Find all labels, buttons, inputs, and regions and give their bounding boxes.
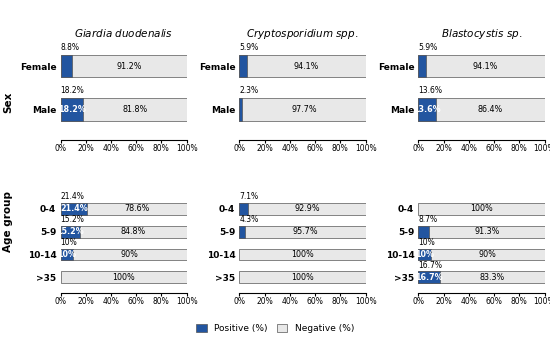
Bar xyxy=(60,203,87,215)
Bar xyxy=(239,271,366,283)
Bar xyxy=(239,226,245,238)
Text: 91.2%: 91.2% xyxy=(116,62,142,71)
Bar xyxy=(60,226,80,238)
Text: Sex: Sex xyxy=(3,92,13,113)
Text: 90%: 90% xyxy=(479,250,497,259)
Bar xyxy=(60,249,73,261)
Text: 86.4%: 86.4% xyxy=(477,105,503,114)
Text: 90%: 90% xyxy=(121,250,139,259)
Bar xyxy=(419,98,436,121)
Bar xyxy=(419,55,544,77)
Bar xyxy=(60,226,186,238)
Text: 7.1%: 7.1% xyxy=(239,192,258,202)
Text: 10%: 10% xyxy=(57,250,76,259)
Text: 21.4%: 21.4% xyxy=(60,204,88,213)
Title: $\it{Giardia}$ $\it{duodenalis}$: $\it{Giardia}$ $\it{duodenalis}$ xyxy=(74,27,173,40)
Text: 94.1%: 94.1% xyxy=(294,62,319,71)
Text: 13.6%: 13.6% xyxy=(413,105,441,114)
Bar xyxy=(239,226,366,238)
Bar xyxy=(60,249,186,261)
Bar xyxy=(60,98,186,121)
Text: 15.2%: 15.2% xyxy=(56,227,84,236)
Bar xyxy=(419,249,544,261)
Bar xyxy=(239,98,243,121)
Text: 21.4%: 21.4% xyxy=(60,192,84,202)
Title: $\it{Blastocystis}$ $\it{sp.}$: $\it{Blastocystis}$ $\it{sp.}$ xyxy=(441,27,522,41)
Text: 97.7%: 97.7% xyxy=(291,105,317,114)
Text: 2.3%: 2.3% xyxy=(239,86,258,95)
Bar xyxy=(419,271,439,283)
Text: 10%: 10% xyxy=(60,238,77,247)
Text: 18.2%: 18.2% xyxy=(58,105,86,114)
Bar xyxy=(419,55,426,77)
Legend: Positive (%), Negative (%): Positive (%), Negative (%) xyxy=(192,320,358,337)
Text: 100%: 100% xyxy=(291,250,314,259)
Text: 78.6%: 78.6% xyxy=(124,204,150,213)
Text: 18.2%: 18.2% xyxy=(60,86,84,95)
Text: 100%: 100% xyxy=(470,204,493,213)
Title: $\it{Cryptosporidium}$ $\it{spp.}$: $\it{Cryptosporidium}$ $\it{spp.}$ xyxy=(246,27,359,41)
Bar xyxy=(60,271,186,283)
Bar xyxy=(419,98,544,121)
Bar xyxy=(60,203,186,215)
Text: 100%: 100% xyxy=(291,273,314,282)
Text: 8.7%: 8.7% xyxy=(419,215,438,224)
Text: 4.3%: 4.3% xyxy=(239,215,258,224)
Text: 94.1%: 94.1% xyxy=(472,62,498,71)
Text: 100%: 100% xyxy=(112,273,135,282)
Bar xyxy=(60,98,84,121)
Bar xyxy=(239,55,366,77)
Text: 10%: 10% xyxy=(415,250,434,259)
Text: 5.9%: 5.9% xyxy=(419,43,438,52)
Text: 95.7%: 95.7% xyxy=(293,227,318,236)
Bar xyxy=(239,249,366,261)
Text: 81.8%: 81.8% xyxy=(122,105,147,114)
Bar xyxy=(419,226,544,238)
Text: 8.8%: 8.8% xyxy=(60,43,80,52)
Bar xyxy=(239,98,366,121)
Bar xyxy=(419,226,430,238)
Text: 16.7%: 16.7% xyxy=(419,261,442,270)
Bar xyxy=(419,249,431,261)
Text: 91.3%: 91.3% xyxy=(474,227,499,236)
Text: 10%: 10% xyxy=(419,238,435,247)
Text: 5.9%: 5.9% xyxy=(239,43,258,52)
Text: 16.7%: 16.7% xyxy=(415,273,443,282)
Bar xyxy=(239,55,247,77)
Bar xyxy=(419,271,544,283)
Text: 83.3%: 83.3% xyxy=(480,273,505,282)
Bar xyxy=(239,203,366,215)
Bar xyxy=(60,55,186,77)
Text: 84.8%: 84.8% xyxy=(120,227,146,236)
Bar xyxy=(419,203,544,215)
Bar xyxy=(239,203,249,215)
Bar xyxy=(60,55,72,77)
Text: 92.9%: 92.9% xyxy=(294,204,320,213)
Text: 13.6%: 13.6% xyxy=(419,86,442,95)
Text: 15.2%: 15.2% xyxy=(60,215,84,224)
Text: Age group: Age group xyxy=(3,191,13,252)
